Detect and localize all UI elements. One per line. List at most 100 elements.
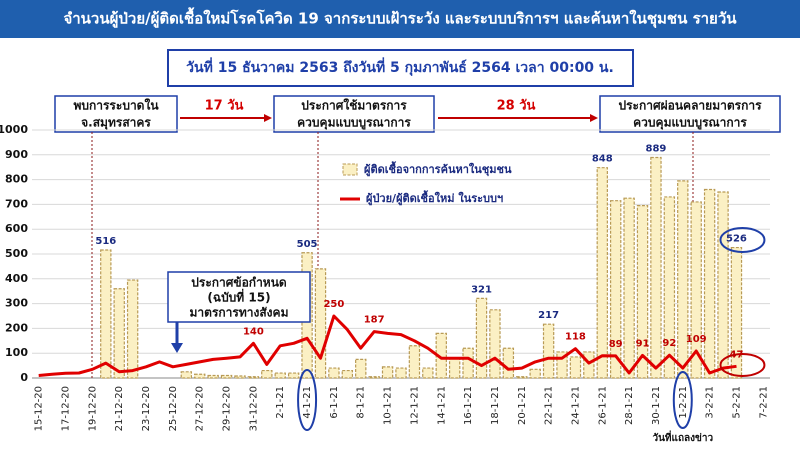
y-tick-label: 0 — [20, 371, 28, 384]
bar — [448, 357, 461, 379]
y-tick-label: 900 — [5, 148, 28, 161]
annotation: พบการระบาดใน — [73, 98, 159, 113]
line-value-label: 140 — [243, 326, 264, 337]
bar — [180, 371, 193, 379]
bar — [663, 196, 676, 379]
bar — [247, 376, 260, 379]
x-tick-label: 21-12-20 — [114, 386, 125, 431]
bar — [462, 347, 474, 379]
x-tick-label: 23-12-20 — [141, 386, 152, 431]
annotation: (ฉบับที่ 15) — [207, 289, 270, 305]
bar — [368, 376, 380, 379]
bar — [328, 367, 340, 379]
header-title: จำนวนผู้ป่วย/ผู้ติดเชื้อใหม่โรคโควิด 19 … — [63, 7, 737, 29]
highlight — [297, 369, 318, 431]
x-tick-label: 12-1-21 — [409, 386, 420, 425]
annotation: ควบคุมแบบบูรณาการ — [633, 116, 747, 131]
bar — [234, 375, 246, 379]
annotation-box — [54, 95, 178, 133]
x-tick-label: 6-1-21 — [329, 386, 340, 419]
line-value-label: 118 — [565, 332, 586, 343]
highlight — [719, 227, 766, 253]
y-tick-label: 700 — [5, 197, 28, 210]
bar — [730, 246, 743, 379]
subtitle-box — [167, 49, 634, 87]
y-tick-label: 600 — [5, 222, 28, 235]
bar — [556, 351, 568, 379]
bar — [677, 180, 689, 379]
x-tick-label: 7-2-21 — [758, 386, 769, 419]
arrow-head — [590, 114, 598, 122]
arrow-head — [171, 343, 183, 353]
annotation: ประกาศข้อกำหนด — [191, 276, 287, 290]
x-tick-label: 15-12-20 — [34, 386, 45, 431]
line-value-label: 92 — [662, 338, 676, 349]
bar — [355, 358, 367, 379]
highlight — [719, 353, 766, 377]
annotation: มาตรการทางสังคม — [190, 306, 289, 320]
bar — [341, 369, 354, 379]
bar — [381, 366, 394, 379]
x-tick-label: 24-1-21 — [570, 386, 581, 425]
bar — [274, 372, 286, 379]
subtitle: วันที่ 15 ธันวาคม 2563 ถึงวันที่ 5 กุมภา… — [186, 57, 614, 76]
bar — [583, 351, 595, 379]
bar — [422, 367, 434, 379]
annotation: ควบคุมแบบบูรณาการ — [297, 116, 411, 131]
annotation-box — [167, 271, 311, 323]
bar — [489, 309, 501, 379]
note: วันที่แถลงข่าว — [652, 430, 713, 444]
bar — [690, 201, 702, 379]
legend-label: ผู้ป่วย/ผู้ติดเชื้อใหม่ ในระบบฯ — [366, 190, 503, 206]
bar — [314, 268, 327, 379]
x-tick-label: 17-12-20 — [61, 386, 72, 431]
bar — [703, 188, 716, 379]
bar — [569, 356, 582, 379]
interval-label: 28 วัน — [497, 99, 536, 114]
bar-value-label: 848 — [592, 154, 613, 165]
y-tick-label: 1000 — [0, 123, 28, 136]
bar — [194, 373, 206, 379]
bar — [650, 156, 662, 379]
bar — [516, 376, 528, 379]
x-tick-label: 16-1-21 — [463, 386, 474, 425]
x-tick-label: 22-1-21 — [544, 386, 555, 425]
line-value-label: 187 — [364, 315, 385, 326]
bar — [100, 249, 112, 379]
x-tick-label: 2-1-21 — [275, 386, 286, 419]
bar-value-label: 516 — [95, 236, 116, 247]
bar — [717, 191, 729, 379]
arrow-head — [264, 114, 272, 122]
x-tick-label: 18-1-21 — [490, 386, 501, 425]
annotation-box — [599, 95, 781, 133]
x-tick-label: 1-2-21 — [678, 386, 689, 419]
y-tick-label: 400 — [5, 272, 28, 285]
annotation-box — [273, 95, 435, 133]
bar — [395, 367, 407, 379]
x-tick-label: 27-12-20 — [195, 386, 206, 431]
bar — [502, 347, 515, 379]
x-tick-label: 10-1-21 — [383, 386, 394, 425]
bar — [636, 205, 649, 379]
bar-value-label: 889 — [646, 144, 667, 155]
legend-label: ผู้ติดเชื้อจากการค้นหาในชุมชน — [364, 161, 512, 177]
bar — [207, 374, 219, 379]
bar-value-label: 505 — [297, 239, 318, 250]
bar-value-label: 526 — [726, 234, 747, 245]
y-tick-label: 500 — [5, 247, 28, 260]
bar — [609, 200, 622, 379]
y-tick-label: 300 — [5, 297, 28, 310]
line-value-label: 89 — [609, 339, 623, 350]
bar — [475, 297, 488, 379]
highlight — [672, 371, 693, 429]
interval-label: 17 วัน — [205, 99, 244, 114]
x-tick-label: 5-2-21 — [731, 386, 742, 419]
bar — [542, 323, 555, 379]
line-value-label: 91 — [636, 338, 650, 349]
x-tick-label: 26-1-21 — [597, 386, 608, 425]
bar — [623, 197, 635, 379]
y-tick-label: 200 — [5, 321, 28, 334]
y-tick-label: 100 — [5, 346, 28, 359]
x-tick-label: 25-12-20 — [168, 386, 179, 431]
